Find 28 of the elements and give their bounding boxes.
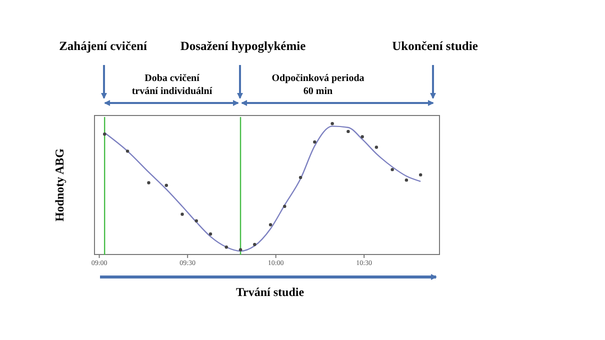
point [374, 146, 378, 149]
point [238, 248, 242, 252]
point [418, 173, 422, 176]
text: Zahájení cvičení [59, 39, 147, 53]
point [346, 130, 350, 134]
text: Doba cvičení trvání individuální [132, 73, 212, 97]
point [102, 132, 106, 136]
point [313, 140, 316, 144]
point [253, 242, 256, 246]
point [180, 212, 184, 216]
point [147, 181, 150, 184]
point [360, 135, 364, 138]
point [330, 122, 334, 126]
point [224, 246, 228, 249]
point [298, 176, 302, 180]
point [283, 204, 286, 208]
text: Dosažení hypoglykémie [180, 39, 306, 53]
y-axis-title: Hodnoty ABG [52, 148, 68, 222]
x-axis-title: Trvání studie [234, 285, 306, 300]
point [268, 223, 272, 226]
point [404, 178, 408, 182]
point [208, 232, 212, 236]
point [194, 219, 198, 222]
text: Ukončení studie [391, 38, 479, 54]
point [126, 150, 130, 153]
point [390, 168, 394, 172]
text: Odpočinková perioda 60 min [272, 73, 364, 97]
point [164, 184, 168, 187]
